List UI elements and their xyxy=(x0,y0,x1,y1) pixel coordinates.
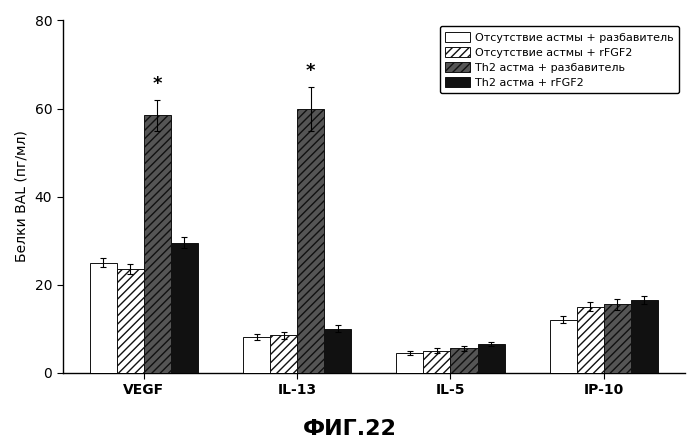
Bar xyxy=(550,320,577,373)
Bar xyxy=(270,335,297,373)
Bar xyxy=(477,344,505,373)
Bar xyxy=(171,243,198,373)
Text: *: * xyxy=(306,62,316,80)
Bar xyxy=(451,348,477,373)
Text: *: * xyxy=(153,75,162,93)
Bar xyxy=(144,115,171,373)
Bar xyxy=(324,329,351,373)
Bar xyxy=(424,350,451,373)
Legend: Отсутствие астмы + разбавитель, Отсутствие астмы + rFGF2, Th2 астма + разбавител: Отсутствие астмы + разбавитель, Отсутств… xyxy=(440,26,680,93)
Bar xyxy=(90,263,117,373)
Bar xyxy=(577,307,604,373)
Bar xyxy=(604,304,631,373)
Y-axis label: Белки BAL (пг/мл): Белки BAL (пг/мл) xyxy=(15,131,29,262)
Bar xyxy=(396,353,424,373)
Bar xyxy=(631,300,658,373)
Text: ФИГ.22: ФИГ.22 xyxy=(303,419,397,439)
Bar xyxy=(117,269,144,373)
Bar xyxy=(297,109,324,373)
Bar xyxy=(243,338,270,373)
